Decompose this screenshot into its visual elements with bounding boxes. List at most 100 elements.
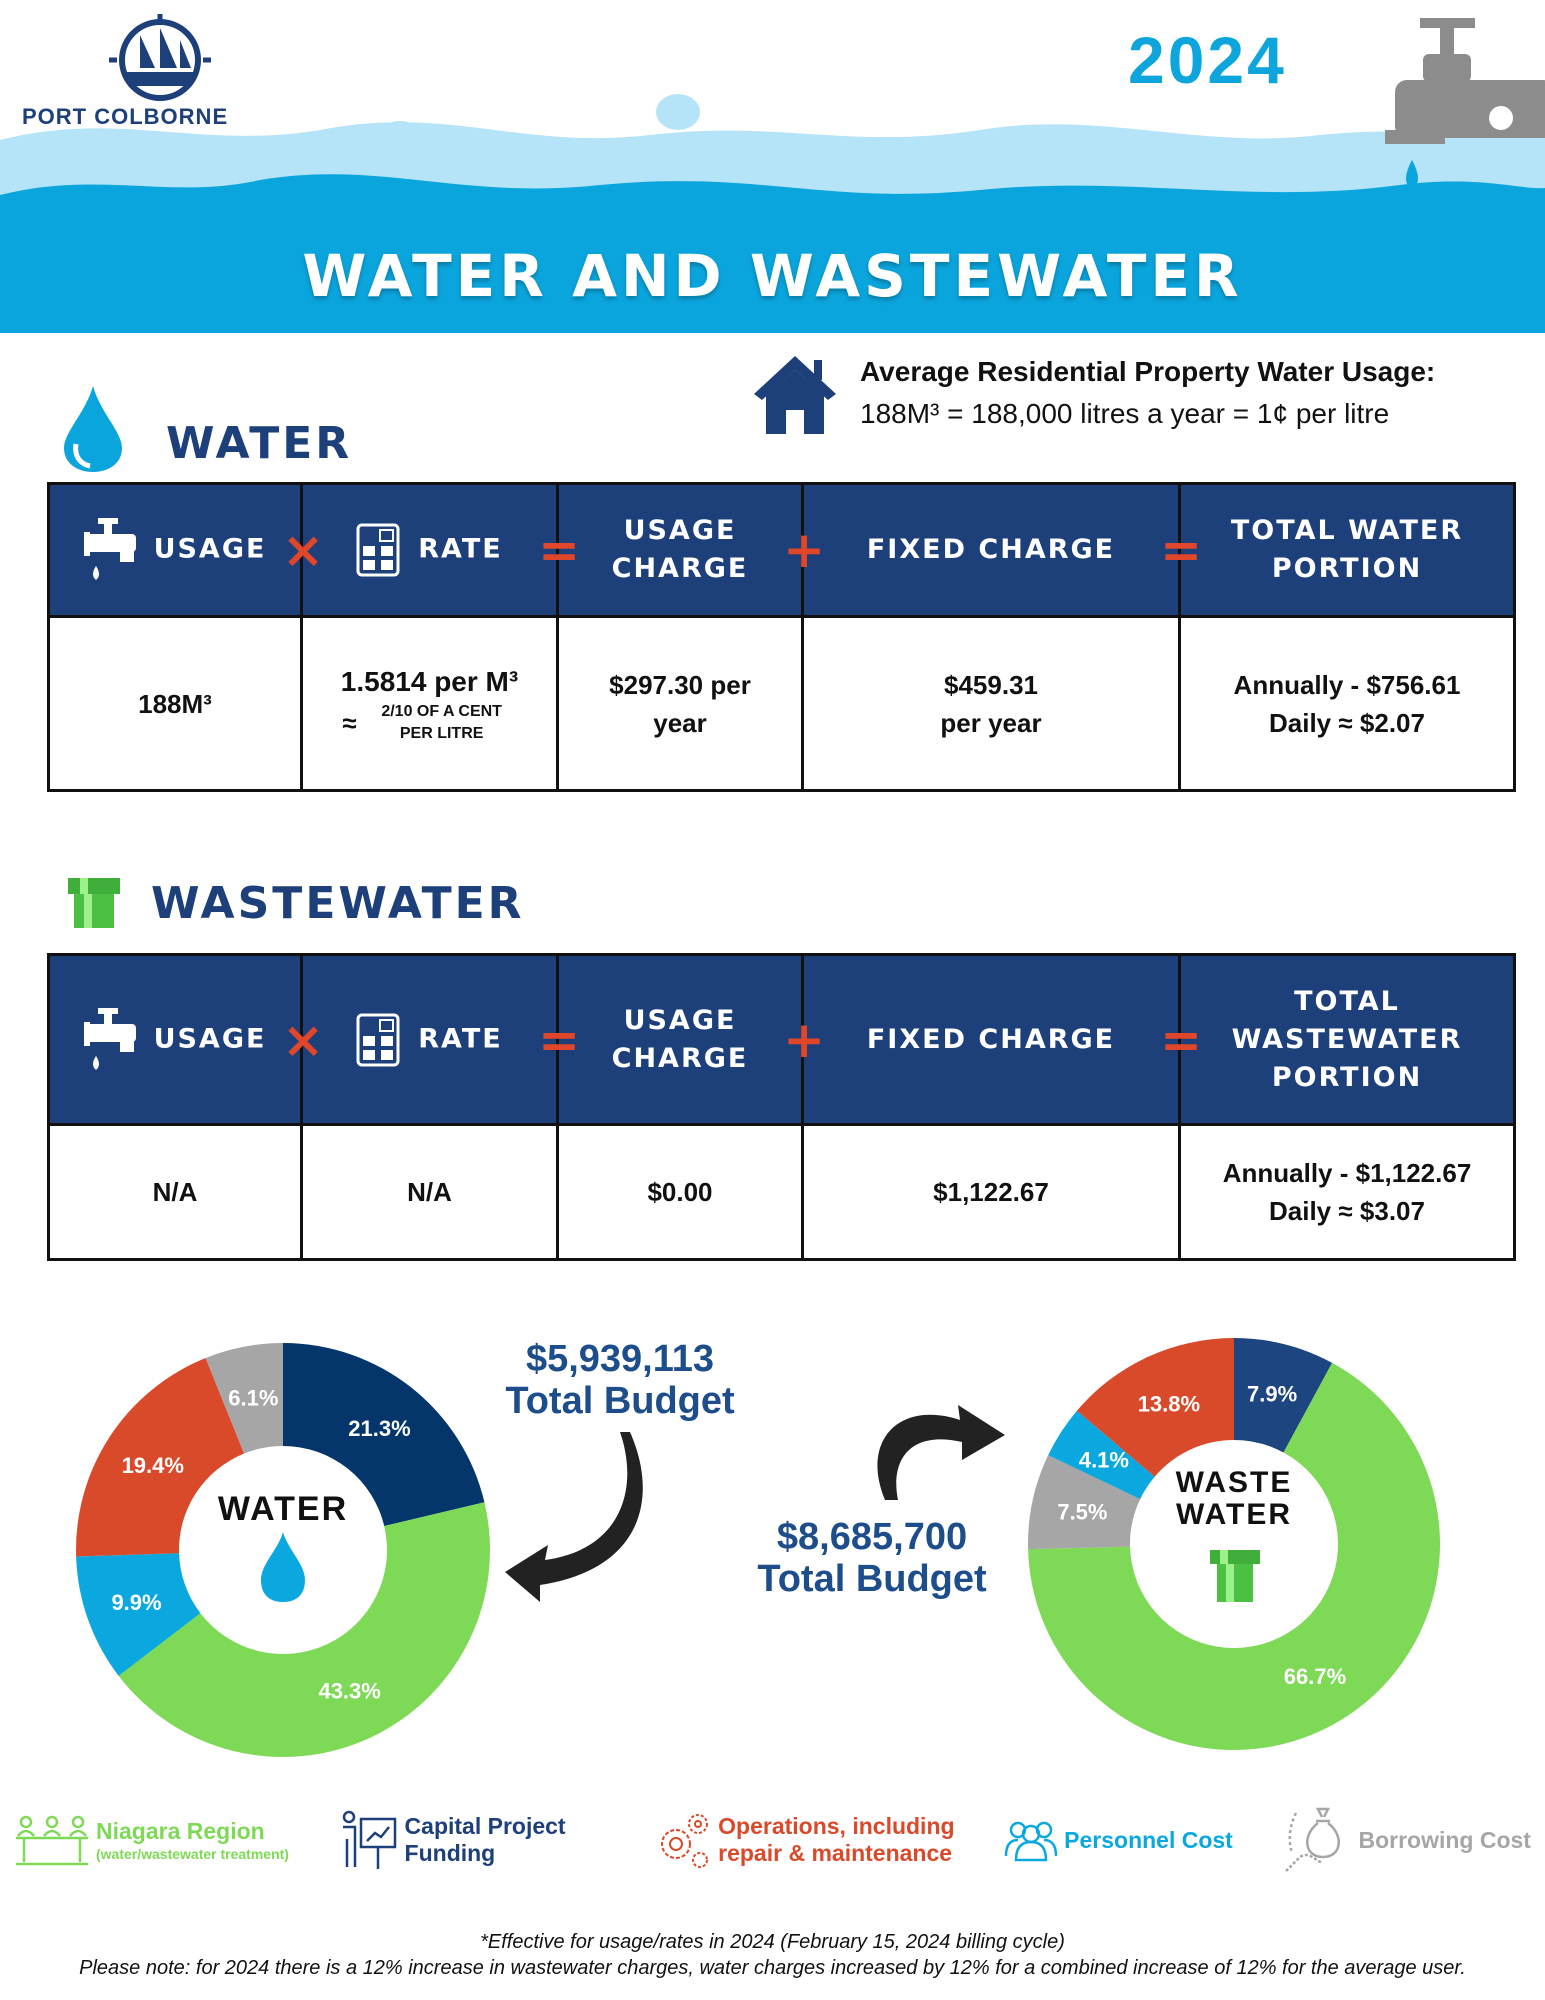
equals-operator: = [538,521,582,579]
header-label: FIXED CHARGE [866,1023,1116,1055]
water-budget-donut: 21.3% 43.3% 9.9% 19.4% 6.1% [75,1343,491,1757]
wave-background [0,94,1545,333]
faucet-icon [1385,18,1545,144]
header-label: FIXED CHARGE [866,534,1116,565]
water-total-budget-value: $5,939,113 [525,1338,715,1380]
water-total-annual: Annually - $756.61 [1233,669,1461,700]
pipe-icon [1210,1550,1260,1602]
money-bag-icon [1285,1807,1341,1872]
tap-icon [83,1007,136,1070]
donut-slice [1234,1338,1333,1453]
donut-slice [1028,1455,1141,1550]
header-label: USAGE [153,1023,267,1054]
header-label: TOTAL WASTEWATER PORTION [1231,985,1463,1093]
donut-slice [205,1343,283,1454]
footer-increase-note: Please note: for 2024 there is a 12% inc… [79,1957,1466,1979]
slice-label: 7.5% [1057,1500,1107,1525]
header-label: RATE [418,533,503,565]
equals-operator: = [538,1010,582,1069]
water-usage-charge-value: $297.30 per year [556,615,804,792]
water-usage-value: 188M³ [47,615,303,792]
equals-operator: = [1160,1010,1204,1069]
water-data-row: 188M³ 1.5814 per M³ ≈ 2/10 OF A CENT PER… [47,615,1516,792]
water-usage-header: USAGE × [47,482,324,618]
header-label: TOTAL WATER PORTION [1230,515,1464,584]
donut-slice [1048,1410,1155,1500]
slice-label: 66.7% [1284,1664,1346,1689]
slice-label: 21.3% [348,1416,410,1441]
slice-label: 9.9% [111,1590,161,1615]
calculator-icon [356,523,400,577]
wastewater-usage-header: USAGE × [47,953,324,1126]
year-label: 2024 [1128,23,1287,97]
wastewater-data-row: N/A N/A $0.00 $1,122.67 Annually - $1,12… [47,1123,1516,1261]
wastewater-section-title: WASTEWATER [151,878,525,929]
wastewater-daily-value: $3.07 [1359,1196,1425,1226]
water-header-row: USAGE × RATE = USAGE CHARGE + FIXED CHAR… [47,482,1516,618]
water-daily-label: Daily [1269,707,1332,738]
wastewater-rate-value: N/A [300,1123,559,1261]
water-fixed-charge-period: per year [940,707,1042,738]
wastewater-total-budget-value: $8,685,700 [776,1516,968,1558]
water-fixed-charge-header: FIXED CHARGE = [801,482,1202,618]
water-rate-header: RATE = [300,482,580,618]
approx-symbol: ≈ [342,707,357,738]
donut-slice [283,1343,485,1527]
legend-borrowing-cost: Borrowing Cost [1282,1805,1531,1875]
plus-operator: + [783,1010,827,1069]
multiply-operator: × [282,1010,326,1069]
water-daily-value: $2.07 [1359,707,1425,738]
approx-symbol: ≈ [1338,707,1353,738]
donut-slice [118,1502,491,1757]
pipe-icon [68,878,120,928]
legend-operations: Operations, including repair & maintenanc… [654,1810,955,1870]
legend-label: Operations, including [718,1813,955,1839]
legend-sublabel: (water/wastewater treatment) [96,1845,289,1862]
tap-icon [83,518,136,580]
wastewater-donut-center-label-2: WATER [1176,1498,1292,1531]
water-rate-note: 2/10 OF A CENT PER LITRE [381,702,502,742]
legend-label: Personnel Cost [1064,1826,1233,1853]
org-name: PORT COLBORNE [22,104,229,129]
wastewater-budget-donut: 7.9% 66.7% 7.5% 4.1% 13.8% [1028,1338,1441,1750]
water-fixed-charge-value: $459.31 [944,669,1038,700]
wastewater-total-budget: $8,685,700 Total Budget [722,1516,1022,1600]
water-usage-charge-header: USAGE CHARGE + [556,482,825,618]
calculator-icon [356,1013,400,1066]
curved-arrow-icon [505,1432,643,1602]
legend-label: Capital Project Funding [404,1813,566,1866]
wastewater-fixed-charge-value: $1,122.67 [801,1123,1181,1261]
wastewater-rate-header: RATE = [300,953,580,1126]
legend-label: Niagara Region [96,1817,265,1844]
budget-charts: 21.3% 43.3% 9.9% 19.4% 6.1% 7.9% 66.7% 7.5% 4.1… [75,1338,1441,1757]
presentation-icon [342,1810,396,1869]
water-total-budget-caption: Total Budget [505,1380,735,1422]
water-fixed-charge-cell: $459.31 per year [801,615,1181,792]
wastewater-table: USAGE × RATE = USAGE CHARGE + FIXED CHAR… [47,953,1516,1261]
slice-label: 4.1% [1079,1448,1129,1473]
wastewater-total-cell: Annually - $1,122.67 Daily ≈ $3.07 [1178,1123,1516,1261]
slice-label: 43.3% [318,1678,380,1703]
water-total-budget: $5,939,113 Total Budget [470,1338,770,1422]
wastewater-donut-center-label-1: WASTE [1176,1466,1293,1499]
header-label: USAGE CHARGE [611,515,749,584]
legend-label-line2: repair & maintenance [718,1840,953,1866]
water-rate-value: 1.5814 per M³ [340,665,519,697]
avg-usage-heading: Average Residential Property Water Usage… [860,356,1436,387]
water-drop-icon [261,1532,305,1602]
donut-slice [1076,1338,1234,1477]
header-label: USAGE CHARGE [611,1004,749,1074]
water-donut-center-label: WATER [218,1490,348,1528]
water-total-header: TOTAL WATER PORTION [1178,482,1516,618]
wastewater-usage-charge-value: $0.00 [556,1123,804,1261]
equals-operator: = [1160,521,1204,579]
legend-niagara-region: Niagara Region (water/wastewater treatmen… [14,1814,289,1866]
chart-legend: Niagara Region (water/wastewater treatmen… [14,1805,1531,1875]
wastewater-total-budget-caption: Total Budget [757,1558,987,1600]
wastewater-usage-value: N/A [47,1123,303,1261]
footer-effective-note: *Effective for usage/rates in 2024 (Febr… [480,1931,1065,1953]
wastewater-header-row: USAGE × RATE = USAGE CHARGE + FIXED CHAR… [47,953,1516,1126]
slice-label: 13.8% [1138,1391,1200,1416]
water-rate-cell: 1.5814 per M³ ≈ 2/10 OF A CENT PER LITRE [300,615,559,792]
donut-slice [76,1553,201,1676]
